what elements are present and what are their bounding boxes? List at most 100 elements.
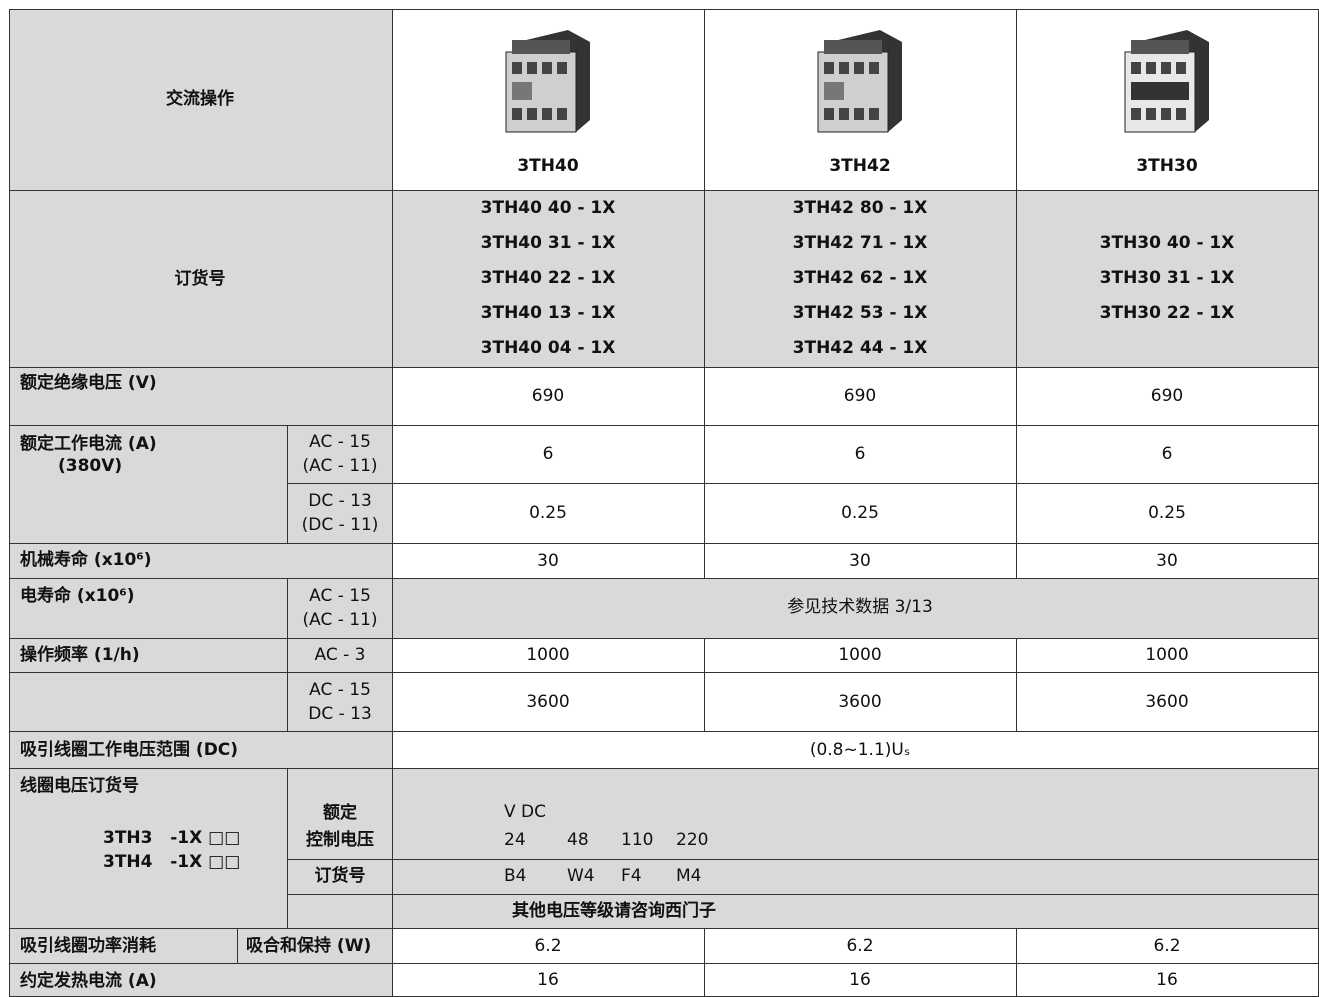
value: 16 <box>537 969 559 990</box>
order-number: 3TH40 22 - 1X <box>480 268 616 288</box>
order-number: 3TH42 80 - 1X <box>792 198 928 218</box>
order-number: 3TH42 62 - 1X <box>792 268 928 288</box>
value: 3600 <box>1145 691 1189 712</box>
value-cell <box>392 859 1319 895</box>
order-cell <box>392 190 705 368</box>
row-label: 线圈电压订货号 <box>20 776 139 796</box>
order-number: 3TH42 53 - 1X <box>792 303 928 323</box>
row-sublabel: (380V) <box>58 456 123 476</box>
row-label: 吸引线圈工作电压范围 (DC) <box>20 740 239 760</box>
value: 0.25 <box>841 503 879 523</box>
row-label: 额定绝缘电压 (V) <box>20 373 157 393</box>
order-code: W4 <box>567 866 595 886</box>
note: 其他电压等级请咨询西门子 <box>512 901 716 921</box>
value-cell <box>392 894 1319 929</box>
label-cell <box>9 425 288 544</box>
value-cell <box>392 425 705 484</box>
value: 3600 <box>838 691 882 712</box>
value: 690 <box>531 386 565 406</box>
category: 额定 <box>323 803 357 823</box>
value: 1000 <box>1145 645 1189 665</box>
value-cell <box>704 963 1017 997</box>
value: 30 <box>849 550 871 571</box>
category: (AC - 11) <box>302 610 378 630</box>
category: 吸合和保持 (W) <box>246 936 372 956</box>
order-code: M4 <box>676 866 702 886</box>
order-number: 3TH30 22 - 1X <box>1099 303 1235 323</box>
category: 订货号 <box>314 866 366 886</box>
category-cell <box>287 894 393 929</box>
value-cell <box>392 638 705 673</box>
category-cell <box>287 425 393 484</box>
label-cell <box>9 672 288 732</box>
product-image <box>817 30 902 133</box>
order-cell <box>1016 190 1319 368</box>
voltage: 110 <box>621 830 654 850</box>
value-cell <box>1016 367 1319 426</box>
value-cell <box>392 928 705 964</box>
value-cell <box>1016 963 1319 997</box>
value-cell <box>704 928 1017 964</box>
label-cell <box>9 578 288 639</box>
label-cell <box>9 928 238 964</box>
value: 6 <box>542 444 554 464</box>
value-cell <box>1016 638 1319 673</box>
value: 0.25 <box>529 503 567 523</box>
value: (0.8~1.1)Uₛ <box>809 740 911 760</box>
row-label: 机械寿命 (x10⁶) <box>20 550 152 570</box>
order-code: F4 <box>621 866 642 886</box>
category: DC - 13 <box>308 704 372 724</box>
value: 16 <box>1156 969 1178 990</box>
row-label: 约定发热电流 (A) <box>20 971 157 991</box>
value: 3600 <box>526 691 570 712</box>
value: 6.2 <box>846 935 874 956</box>
value: 1000 <box>838 645 882 665</box>
value-cell <box>1016 425 1319 484</box>
value: 690 <box>843 386 877 406</box>
category-cell <box>287 578 393 639</box>
value: 1000 <box>526 645 570 665</box>
product-name: 3TH40 <box>517 156 579 176</box>
order-number: 3TH40 13 - 1X <box>480 303 616 323</box>
value: 30 <box>537 550 559 571</box>
category: 控制电压 <box>306 830 374 850</box>
product-name: 3TH42 <box>829 156 891 176</box>
value-cell <box>704 638 1017 673</box>
category: DC - 13 <box>308 491 372 511</box>
row-label: 电寿命 (x10⁶) <box>20 586 135 606</box>
voltage: 220 <box>676 830 709 850</box>
value: 6.2 <box>1153 935 1181 956</box>
category: AC - 3 <box>314 645 366 665</box>
order-cell <box>704 190 1017 368</box>
value-cell <box>392 483 705 544</box>
value-cell <box>392 768 1319 860</box>
row-label: 订货号 <box>174 269 226 289</box>
order-number: 3TH42 44 - 1X <box>792 338 928 358</box>
value: 6 <box>854 444 866 464</box>
category: (DC - 11) <box>301 515 379 535</box>
product-image <box>1124 30 1209 133</box>
value-cell <box>704 425 1017 484</box>
header-label-cell <box>9 9 393 191</box>
order-number: 3TH40 40 - 1X <box>480 198 616 218</box>
order-number: 3TH40 04 - 1X <box>480 338 616 358</box>
category: AC - 15 <box>309 432 371 452</box>
value-cell <box>1016 928 1319 964</box>
order-number: 3TH40 31 - 1X <box>480 233 616 253</box>
row-label: 操作频率 (1/h) <box>20 645 140 665</box>
row-label: 吸引线圈功率消耗 <box>20 936 156 956</box>
category: AC - 15 <box>309 586 371 606</box>
category: AC - 15 <box>309 680 371 700</box>
voltage: 24 <box>504 830 526 850</box>
label-cell <box>9 543 393 579</box>
value: 参见技术数据 3/13 <box>787 597 933 617</box>
category: (AC - 11) <box>302 456 378 476</box>
order-number: 3TH42 71 - 1X <box>792 233 928 253</box>
value-cell <box>392 963 705 997</box>
unit: V DC <box>504 802 546 822</box>
value: 0.25 <box>1148 503 1186 523</box>
order-number: 3TH30 40 - 1X <box>1099 233 1235 253</box>
value: 6.2 <box>534 935 562 956</box>
coil-code: 3TH3 -1X □□ <box>103 828 241 848</box>
